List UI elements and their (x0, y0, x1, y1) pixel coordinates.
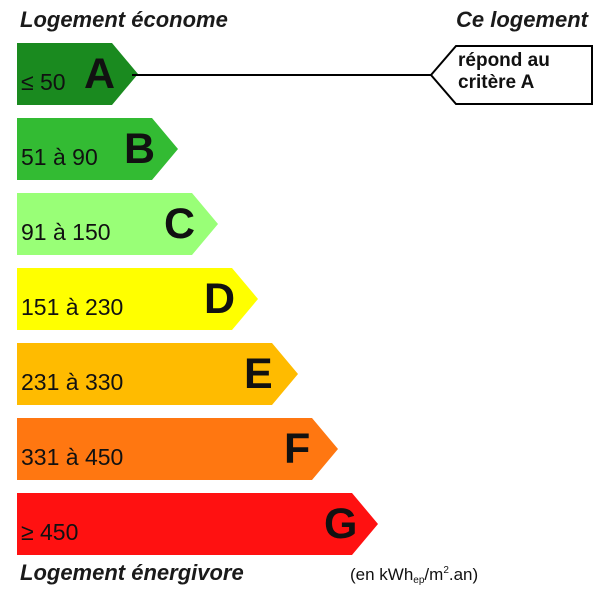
indicator-line1: répond au (458, 50, 550, 71)
energy-class-e-bar: 231 à 330 E (17, 343, 298, 405)
energy-class-b-arrow (17, 118, 178, 180)
energy-class-b-range: 51 à 90 (21, 144, 98, 170)
energy-class-d-bar: 151 à 230 D (17, 268, 258, 330)
energy-class-d-letter: D (204, 275, 236, 323)
footer-energy-hungry-label: Logement énergivore (20, 560, 244, 585)
energy-class-f-bar: 331 à 450 F (17, 418, 338, 480)
energy-class-f-arrow (17, 418, 338, 480)
header-this-dwelling-label: Ce logement (455, 7, 588, 32)
energy-class-b-bar: 51 à 90 B (17, 118, 178, 180)
energy-class-e-letter: E (244, 350, 273, 398)
energy-class-b-letter: B (124, 125, 156, 173)
energy-class-a-range: ≤ 50 (21, 69, 66, 95)
energy-class-c-bar: 91 à 150 C (17, 193, 218, 255)
energy-class-c-arrow (17, 193, 218, 255)
energy-class-e-range: 231 à 330 (21, 369, 124, 395)
energy-class-g-range: ≥ 450 (21, 519, 79, 545)
energy-class-d-range: 151 à 230 (21, 294, 124, 320)
energy-class-c-letter: C (164, 200, 196, 248)
energy-class-g-bar: ≥ 450 G (17, 493, 378, 555)
energy-class-f-letter: F (284, 425, 311, 473)
energy-class-a-bar: ≤ 50 A (17, 43, 138, 105)
energy-class-d-arrow (17, 268, 258, 330)
energy-class-f-range: 331 à 450 (21, 444, 124, 470)
energy-class-e-arrow (17, 343, 298, 405)
unit-subscript: ep (413, 575, 425, 586)
indicator-callout: répond au critère A (458, 50, 550, 94)
energy-class-a-arrow (17, 43, 138, 105)
indicator-line2: critère A (458, 72, 535, 93)
unit-suffix: .an) (448, 565, 479, 584)
unit-middle: /m (424, 565, 444, 584)
unit-superscript: 2 (443, 565, 449, 576)
energy-class-a-letter: A (84, 50, 116, 98)
energy-class-c-range: 91 à 150 (21, 219, 111, 245)
unit-label: (en kWhep/m2.an) (350, 565, 478, 586)
unit-prefix: (en kWh (350, 565, 414, 584)
indicator-arrow-box (429, 45, 593, 105)
energy-class-g-letter: G (324, 500, 358, 548)
header-economic-label: Logement économe (20, 7, 228, 32)
energy-class-g-arrow (17, 493, 378, 555)
